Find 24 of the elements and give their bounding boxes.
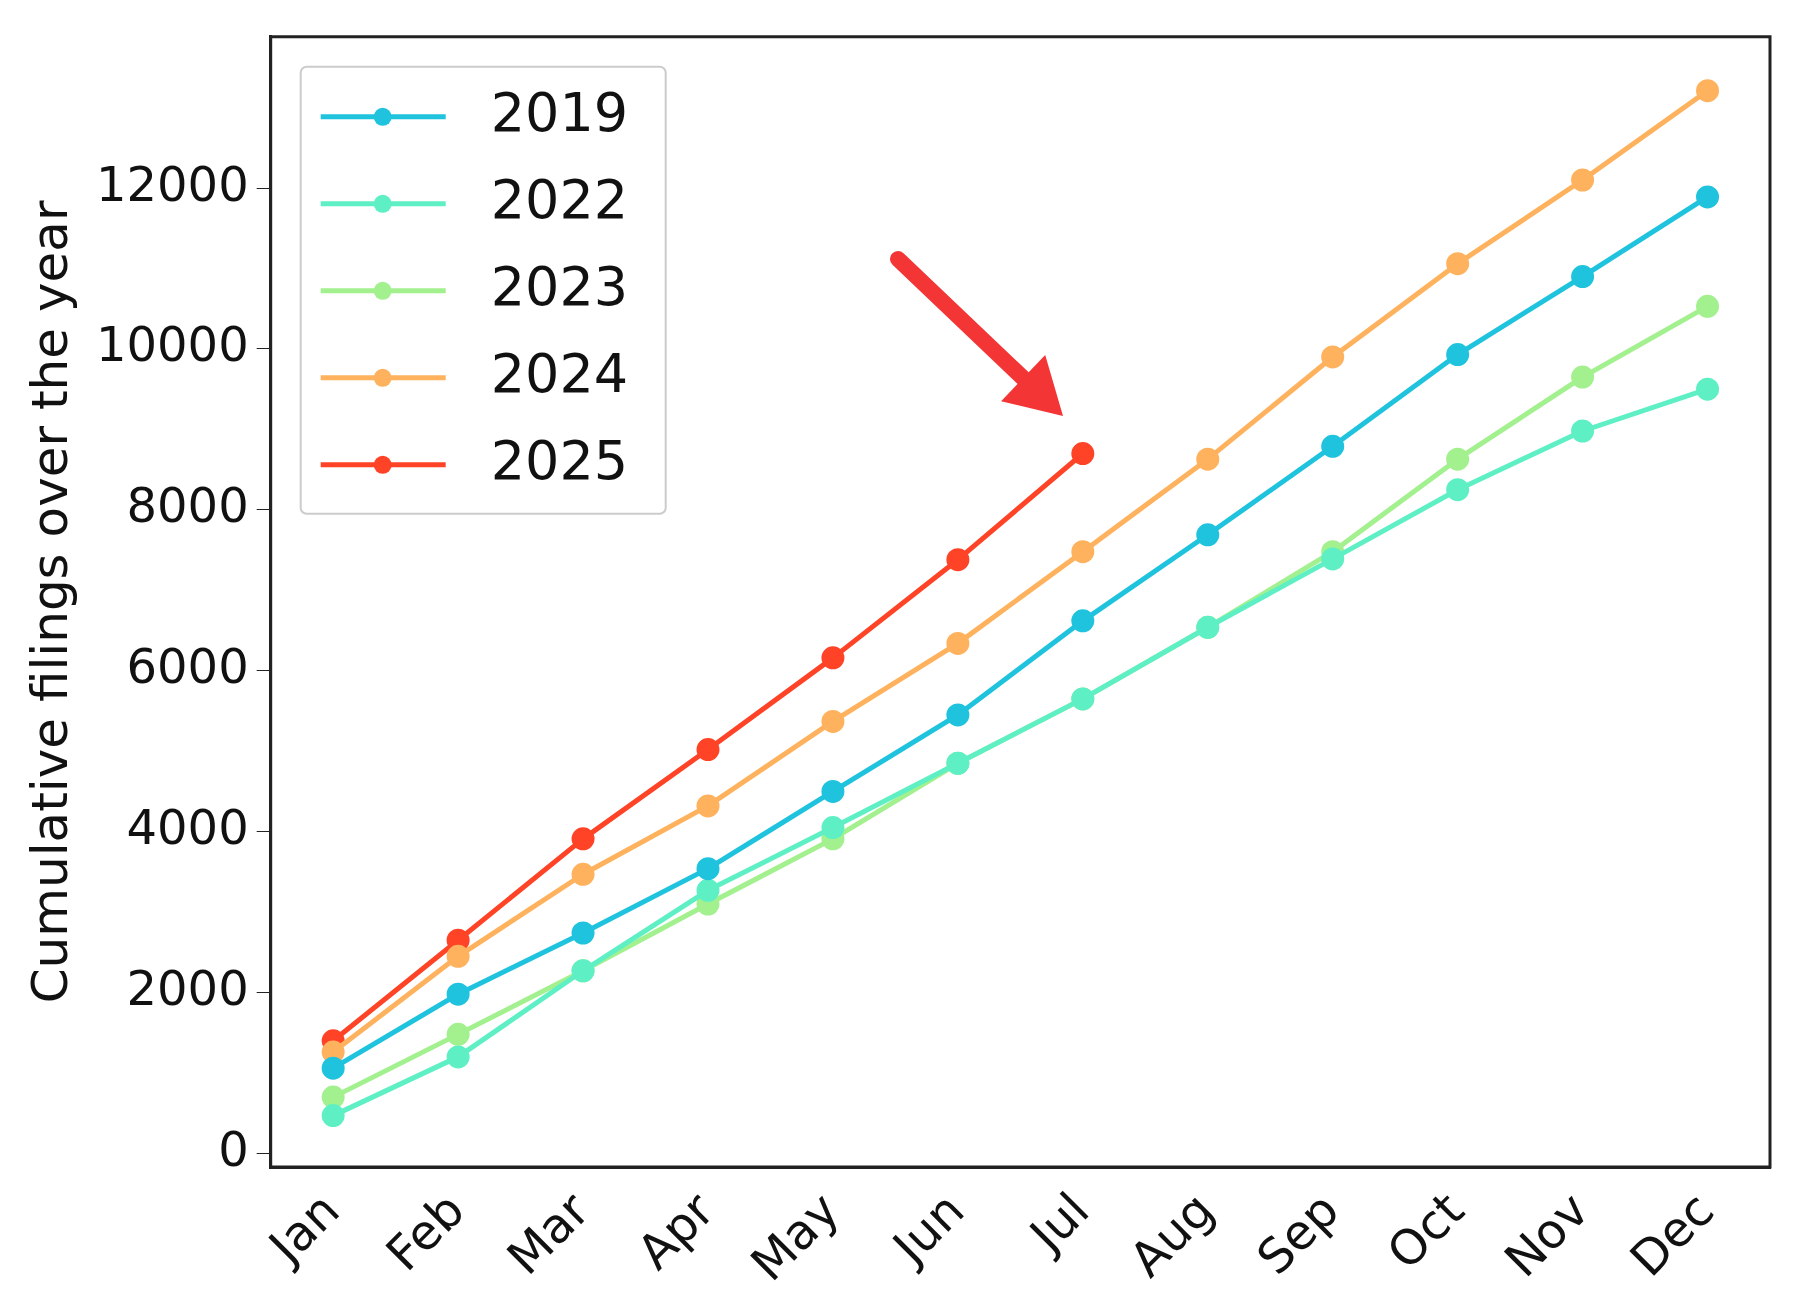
legend-label: 2025 bbox=[490, 428, 629, 492]
y-tick-label: 0 bbox=[218, 1120, 249, 1177]
x-tick-label: Nov bbox=[1493, 1181, 1600, 1288]
legend-label: 2023 bbox=[490, 254, 629, 318]
y-axis-title: Cumulative filings over the year bbox=[20, 200, 79, 1004]
y-tick-label: 12000 bbox=[95, 155, 249, 212]
x-tick-label: Apr bbox=[626, 1181, 725, 1280]
x-tick-label: Oct bbox=[1375, 1181, 1475, 1280]
y-tick-label: 2000 bbox=[126, 960, 249, 1016]
x-tick-label: Jan bbox=[255, 1181, 350, 1276]
x-tick-label: Jul bbox=[1016, 1181, 1100, 1265]
y-tick-label: 4000 bbox=[126, 799, 249, 856]
y-tick-label: 6000 bbox=[126, 638, 249, 695]
x-tick-label: Dec bbox=[1618, 1181, 1725, 1287]
x-tick-label: Jun bbox=[879, 1181, 975, 1277]
y-tick-label: 10000 bbox=[95, 316, 249, 373]
legend-label: 2024 bbox=[490, 341, 629, 405]
x-tick-label: Sep bbox=[1245, 1181, 1350, 1286]
x-tick-label: Mar bbox=[496, 1181, 600, 1286]
x-tick-label: Feb bbox=[375, 1181, 475, 1282]
x-tick-label: Aug bbox=[1118, 1181, 1225, 1288]
legend-label: 2022 bbox=[490, 167, 629, 231]
legend-label: 2019 bbox=[490, 80, 629, 144]
y-tick-label: 8000 bbox=[126, 477, 249, 534]
